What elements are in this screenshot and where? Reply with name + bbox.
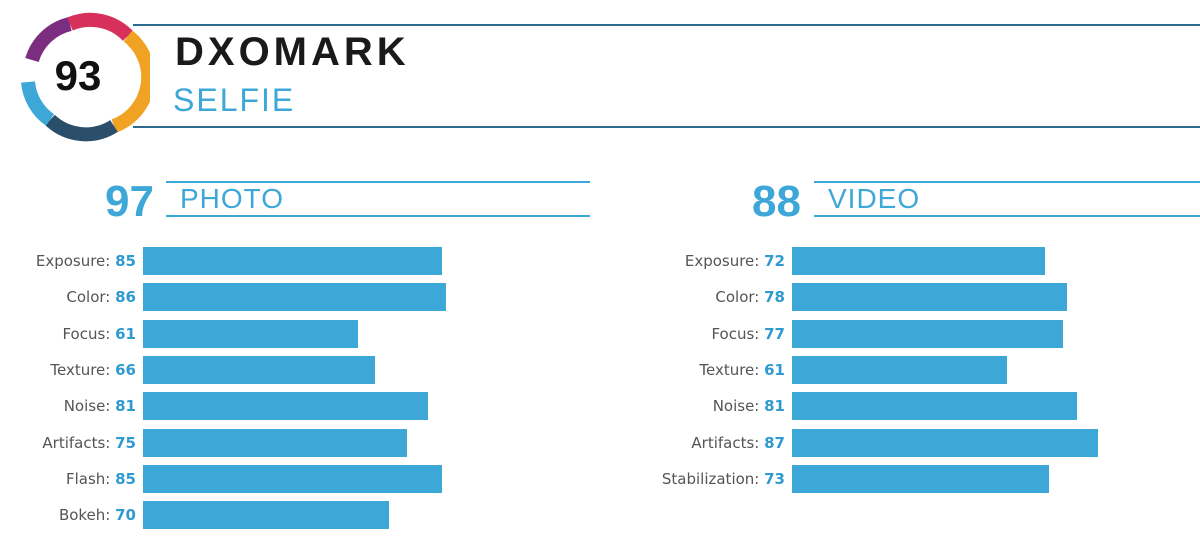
video-row-label: Texture: 61 [0,357,785,383]
video-top-line [814,181,1200,183]
video-category-name: Stabilization [661,469,755,488]
badge-ring-purple [25,17,72,63]
photo-bar [143,283,446,312]
photo-category-label: Color: 86 [66,288,136,307]
video-title: VIDEO [828,183,921,214]
header-bottom-line [133,126,1200,128]
video-row-label: Exposure: 72 [0,248,785,274]
photo-category-name: Flash [65,469,106,488]
photo-category-name: Texture [50,360,106,379]
photo-bar [143,247,443,275]
video-value-label: 81 [764,397,785,416]
photo-bar [143,501,390,530]
video-category-label: Focus: 77 [711,324,785,343]
photo-category-name: Color [66,288,106,307]
video-value-label: 77 [764,324,785,343]
badge-ring-blue [21,81,55,126]
header-top-line [133,24,1200,26]
video-bar [792,464,1049,493]
video-category-name: Color [715,288,755,307]
video-category-name: Exposure [684,252,755,270]
badge-ring-navy [45,114,118,142]
photo-row-label: Texture: 66 [0,357,136,383]
video-category-label: Artifacts: 87 [691,433,785,452]
badge-center [42,36,118,112]
brand-title: DXOMARK [175,30,410,74]
photo-category-label: Texture: 66 [50,360,136,379]
photo-bar [143,319,358,348]
photo-value-label: 66 [115,360,136,379]
video-value-label: 61 [764,360,785,379]
photo-row-label: Focus: 61 [0,321,136,347]
video-row-label: Noise: 81 [0,393,785,419]
video-row-label: Focus: 77 [0,321,785,347]
photo-category-name: Noise [63,397,106,416]
video-value-label: 73 [764,469,785,488]
photo-row-label: Bokeh: 70 [0,502,136,528]
video-bar [792,392,1078,421]
video-score: 88 [752,177,801,226]
video-category-label: Noise: 81 [712,397,785,416]
badge-score: 93 [55,52,102,99]
video-category-label: Stabilization: 73 [661,469,785,488]
video-row-label: Color: 78 [0,284,785,310]
video-bar [792,319,1064,348]
video-category-name: Noise [712,397,755,416]
video-row-label: Stabilization: 73 [0,466,785,492]
photo-value-label: 61 [115,324,136,343]
photo-value-label: 85 [115,469,136,488]
photo-value-label: 85 [115,252,136,270]
photo-category-name: Artifacts [42,433,106,452]
photo-value-label: 70 [115,506,136,525]
badge-ring-orange [111,30,150,133]
score-badge: 93 [21,12,150,142]
photo-value-label: 75 [115,433,136,452]
video-bar [792,283,1067,312]
photo-row-label: Artifacts: 75 [0,430,136,456]
photo-score: 97 [105,177,154,226]
photo-title: PHOTO [180,183,285,214]
video-value-label: 72 [764,252,785,270]
photo-category-label: Artifacts: 75 [42,433,136,452]
photo-row-label: Flash: 85 [0,466,136,492]
photo-category-label: Focus: 61 [62,324,136,343]
photo-category-label: Exposure: 85 [35,252,136,270]
video-category-label: Color: 78 [715,288,785,307]
video-bottom-line [814,215,1200,217]
video-category-label: Texture: 61 [699,360,785,379]
photo-category-name: Focus [62,324,106,343]
photo-bar [143,464,443,493]
photo-category-label: Bokeh: 70 [58,506,136,525]
photo-bar [143,355,376,384]
photo-value-label: 81 [115,397,136,416]
video-row-label: Artifacts: 87 [0,430,785,456]
photo-bottom-line [166,215,590,217]
photo-top-line [166,181,590,183]
video-category-label: Exposure: 72 [684,252,785,270]
photo-category-label: Flash: 85 [65,469,136,488]
video-category-name: Focus [711,324,755,343]
photo-row-label: Exposure: 85 [0,248,136,274]
photo-bar [143,428,407,457]
photo-row-label: Noise: 81 [0,393,136,419]
video-bar [792,247,1046,275]
video-category-name: Artifacts [691,433,755,452]
brand-category: SELFIE [173,82,296,118]
video-category-name: Texture [699,360,755,379]
video-bar [792,428,1099,457]
video-value-label: 78 [764,288,785,307]
photo-bar [143,392,429,421]
photo-row-label: Color: 86 [0,284,136,310]
photo-category-label: Noise: 81 [63,397,136,416]
photo-category-name: Bokeh [58,506,106,525]
badge-ring-red [67,12,134,42]
video-bar [792,355,1007,384]
photo-value-label: 86 [115,288,136,307]
video-value-label: 87 [764,433,785,452]
photo-category-name: Exposure [35,252,106,270]
